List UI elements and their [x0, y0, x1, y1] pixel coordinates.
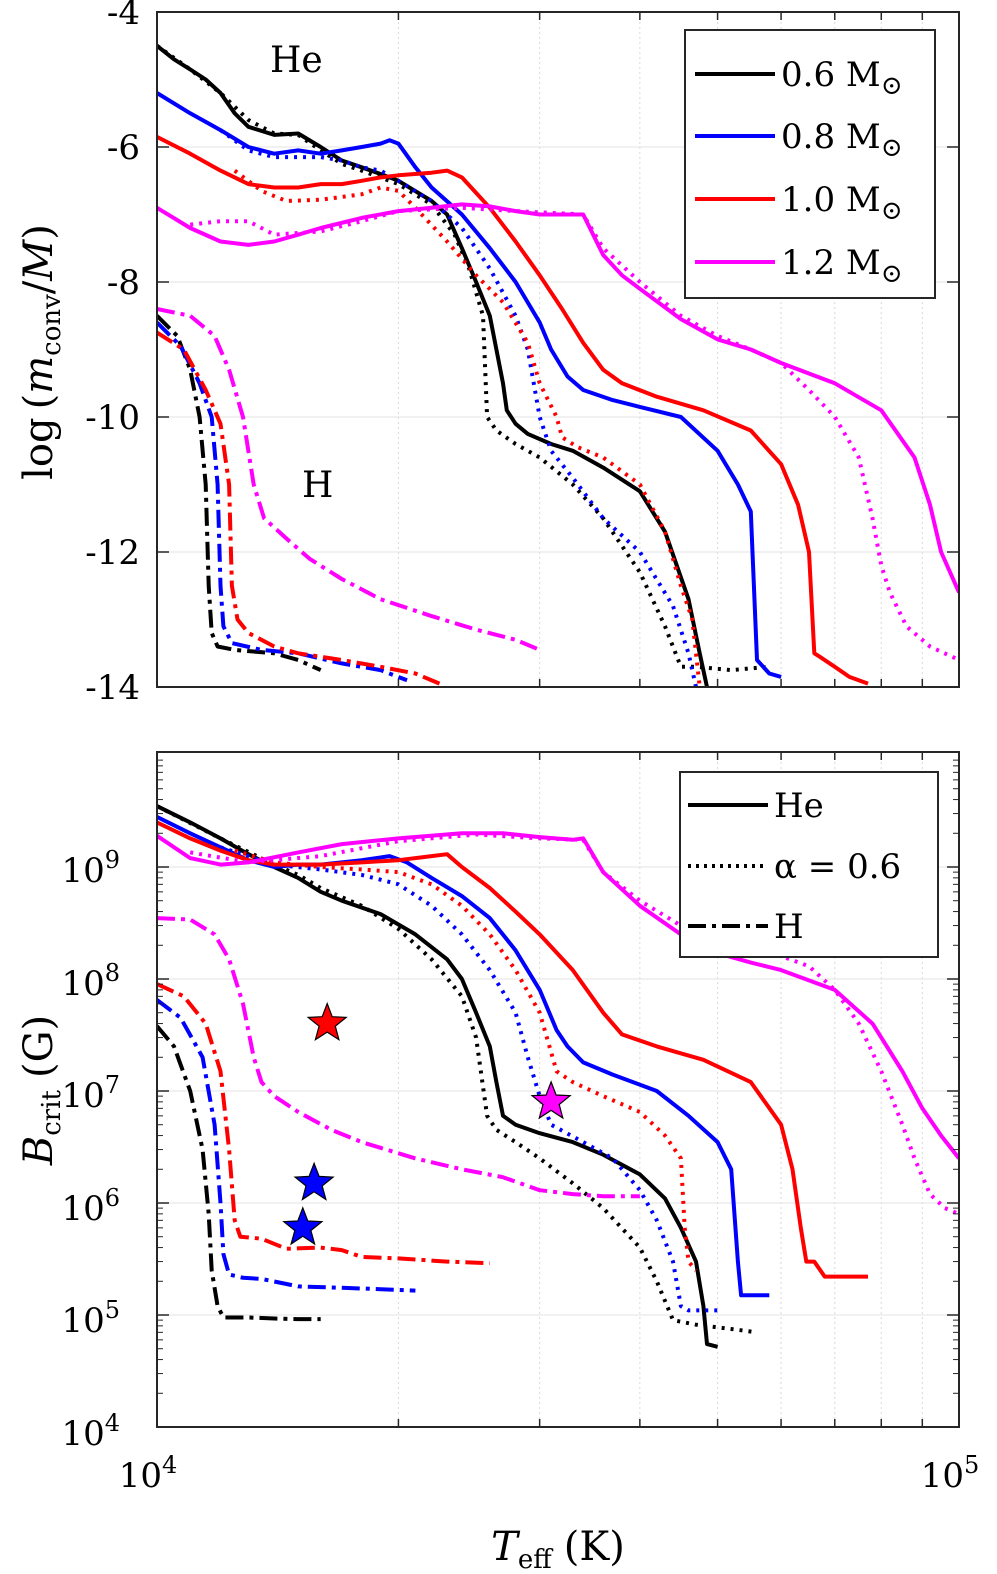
bottom-xlabel-unit: (K)	[564, 1524, 625, 1570]
top-panel: -4 -6 -8 -10 -12 -14 He H log(mconv/M) 0.6 M⊙…	[16, 0, 960, 708]
top-series-line	[157, 91, 782, 679]
bottom-ytick-1e4: 104	[61, 1409, 120, 1454]
top-axes-box	[156, 11, 960, 688]
bottom-ylabel-sub: crit	[37, 1089, 67, 1135]
bottom-ytick-1e7: 107	[61, 1071, 120, 1116]
top-series-line	[233, 169, 702, 687]
top-ytick-label: -12	[85, 533, 140, 573]
top-legend: 0.6 M⊙ 0.8 M⊙ 1.0 M⊙ 1.2 M⊙	[684, 29, 936, 299]
top-legend-label-1: 0.8 M⊙	[781, 117, 903, 163]
top-legend-entry: 1.0 M⊙	[695, 180, 903, 226]
top-legend-label-2: 1.0 M⊙	[781, 180, 903, 226]
bottom-ytick-1e8: 108	[61, 959, 120, 1004]
top-ylabel: log(mconv/M)	[16, 224, 67, 480]
top-ytick-label: -4	[107, 0, 140, 33]
bottom-legend-label-0: He	[774, 786, 824, 826]
bottom-xtick-1e4: 104	[119, 1451, 178, 1496]
top-series-line	[157, 44, 709, 687]
top-ytick-label: -14	[85, 668, 140, 708]
bottom-ytick-1e6: 106	[61, 1184, 120, 1229]
bottom-legend: He α = 0.6 H	[679, 771, 939, 958]
top-series-group	[157, 44, 959, 687]
top-ylabel-den: M	[16, 239, 62, 282]
top-legend-entry: 0.8 M⊙	[695, 117, 903, 163]
top-annotation-h: H	[302, 465, 333, 506]
bottom-xlabel-sub: eff	[518, 1545, 554, 1574]
top-ytick-label: -6	[107, 128, 140, 168]
top-ytick-label: -8	[107, 263, 140, 303]
bottom-series-line	[157, 804, 719, 1349]
bottom-ylabel-var: B	[16, 1136, 62, 1166]
bottom-ytick-1e5: 105	[61, 1296, 120, 1341]
bottom-axes-box	[156, 751, 960, 1428]
top-ylabel-sub: conv	[37, 294, 67, 356]
top-legend-label-0: 0.6 M⊙	[781, 55, 903, 101]
top-series-line	[189, 205, 959, 662]
bottom-series-line	[219, 845, 718, 1313]
bottom-panel: 109 108 107 106 105 104 104 105 Teff (K) …	[16, 751, 980, 1574]
bottom-series-line	[157, 916, 640, 1199]
bottom-legend-entry: He	[688, 786, 824, 826]
bottom-legend-entry: H	[688, 907, 804, 947]
bottom-stars-group	[282, 1001, 572, 1246]
top-series-line	[157, 330, 441, 686]
bottom-star-marker	[293, 1161, 335, 1201]
bottom-star-marker	[530, 1080, 572, 1120]
bottom-ticks	[157, 752, 959, 1428]
top-ticks	[157, 11, 959, 688]
top-ylabel-log: log	[16, 417, 62, 479]
bottom-series-line	[157, 982, 490, 1266]
top-legend-entry: 0.6 M⊙	[695, 55, 903, 101]
bottom-ytick-1e9: 109	[61, 846, 120, 891]
bottom-xlabel: Teff (K)	[491, 1524, 625, 1574]
bottom-star-marker	[306, 1001, 348, 1042]
bottom-series-line	[157, 998, 416, 1293]
top-ytick-label: -10	[85, 398, 140, 438]
top-annotation-he: He	[270, 40, 323, 81]
bottom-series-line	[157, 804, 758, 1335]
top-series-line	[157, 314, 322, 672]
bottom-series-line	[234, 848, 698, 1272]
bottom-legend-label-1: α = 0.6	[774, 847, 901, 887]
bottom-ylabel-unit: (G)	[16, 1015, 62, 1078]
top-legend-entry: 1.2 M⊙	[695, 243, 903, 289]
top-yticklabels: -4 -6 -8 -10 -12 -14	[85, 0, 140, 708]
bottom-ylabel: Bcrit (G)	[16, 1015, 67, 1166]
bottom-star-marker	[282, 1206, 324, 1246]
bottom-xlabel-var: T	[491, 1524, 521, 1570]
bottom-xtick-1e5: 105	[921, 1451, 980, 1496]
top-series-line	[157, 135, 869, 686]
top-series-line	[157, 321, 408, 683]
bottom-legend-entry: α = 0.6	[688, 847, 901, 887]
top-ylabel-m: m	[16, 356, 62, 394]
bottom-series-line	[157, 1024, 321, 1322]
top-series-line	[219, 128, 698, 687]
top-series-line	[157, 307, 541, 652]
top-legend-label-3: 1.2 M⊙	[781, 243, 903, 289]
bottom-legend-label-2: H	[774, 907, 804, 947]
